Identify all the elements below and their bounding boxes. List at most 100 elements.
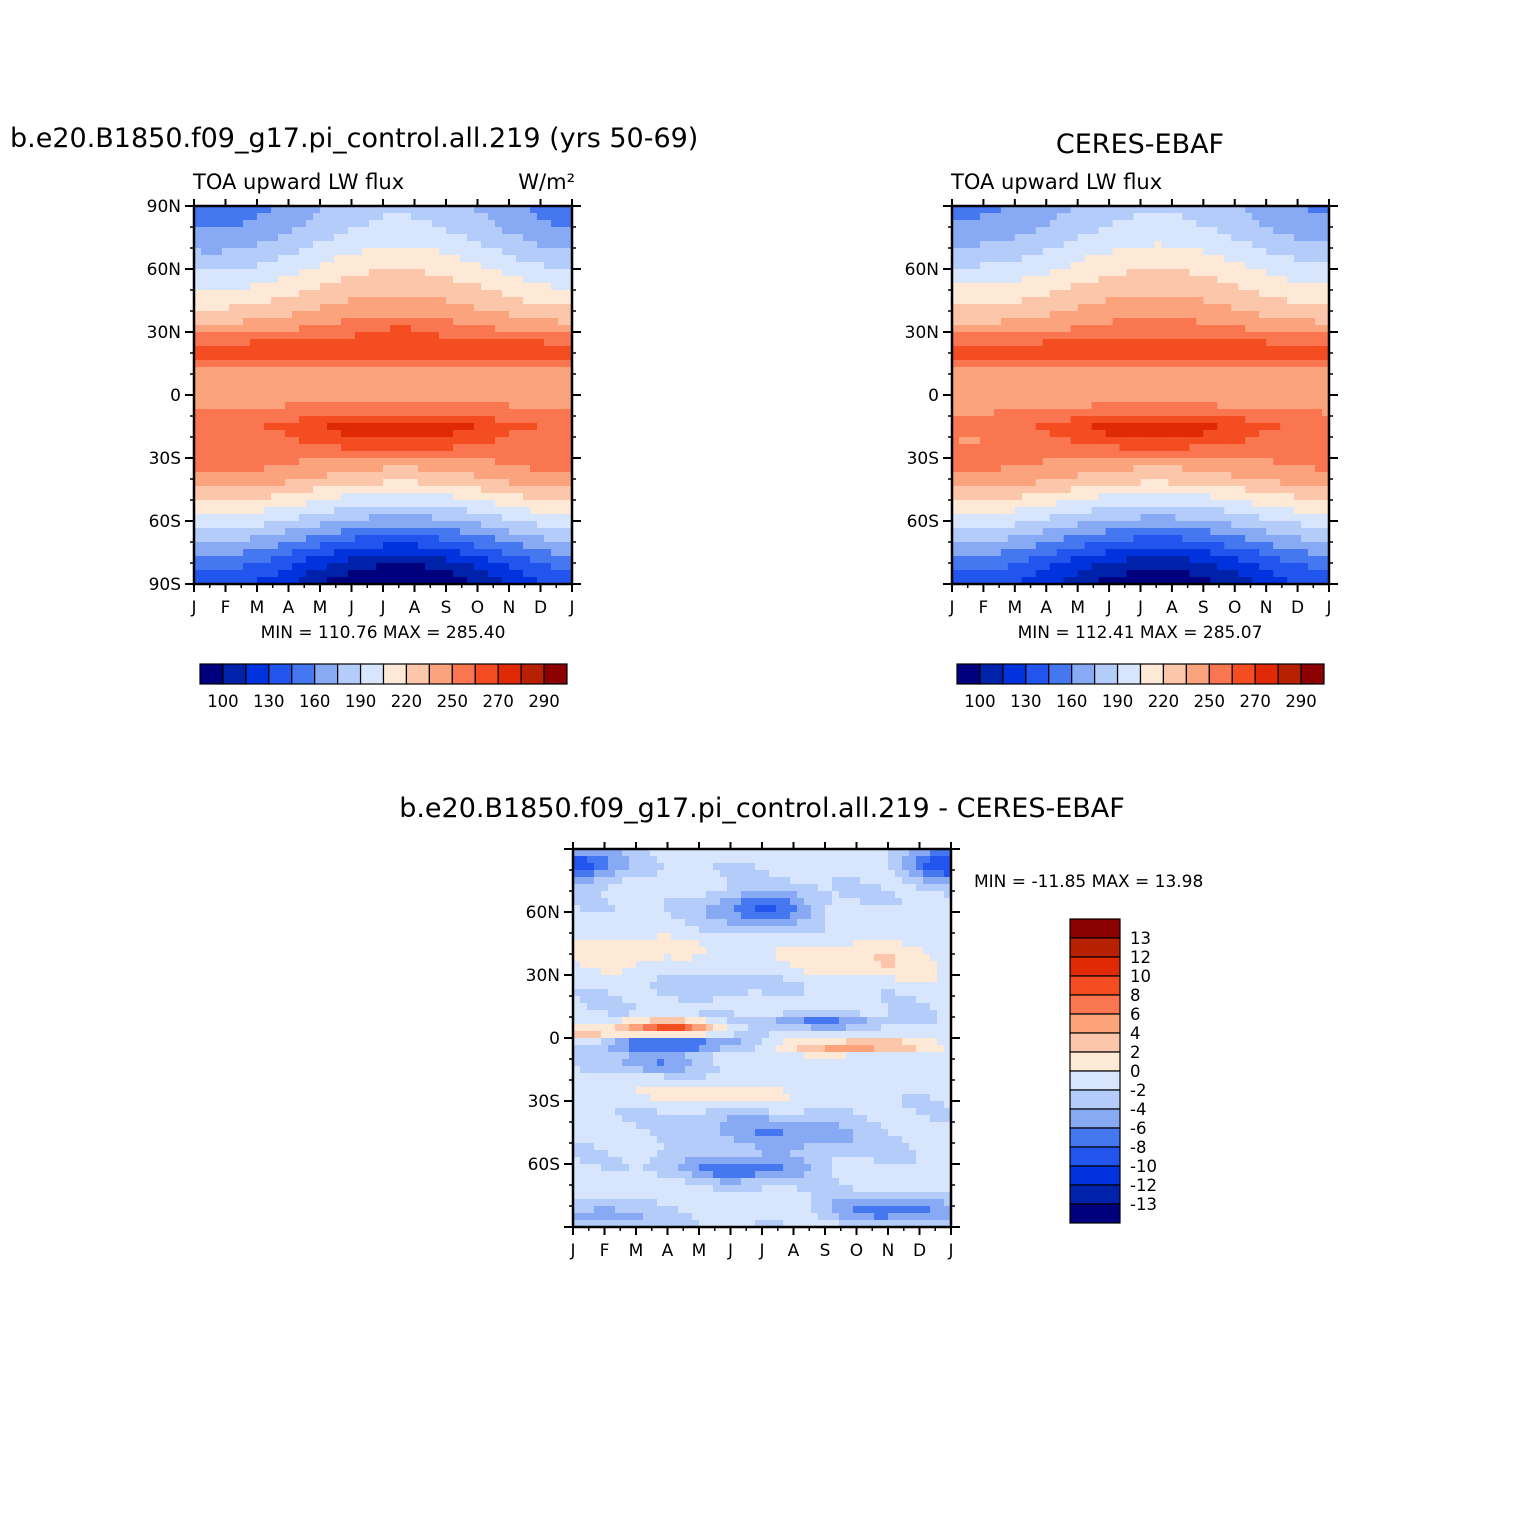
panel-obs-cell	[1112, 374, 1121, 382]
panel-obs-cell	[965, 409, 974, 417]
panel-obs-cell	[1154, 276, 1163, 284]
panel-model-cell	[467, 479, 475, 487]
panel-model-cell	[341, 297, 349, 305]
panel-model-cell	[257, 220, 265, 228]
panel-model-cell	[355, 570, 363, 578]
panel-obs-cell	[1210, 220, 1218, 228]
panel-model-cell	[383, 521, 391, 529]
panel-obs-cell	[1070, 234, 1079, 242]
panel-model-cell	[502, 276, 510, 284]
panel-obs-cell	[1175, 367, 1183, 375]
panel-model-cell	[292, 416, 300, 424]
panel-obs-cell	[1133, 339, 1142, 347]
panel-model-cell	[537, 346, 545, 354]
panel-model-cell	[285, 507, 293, 515]
panel-obs-cell	[1105, 437, 1114, 445]
panel-model-cell	[320, 353, 328, 361]
panel-obs-cell	[1119, 290, 1128, 298]
panel-model-cell	[229, 311, 237, 319]
panel-model-cell	[411, 276, 419, 284]
panel-obs-cell	[1154, 409, 1163, 417]
panel-model-cell	[467, 304, 475, 312]
panel-model-cell	[516, 437, 524, 445]
panel-model-cell	[306, 465, 314, 473]
panel-obs-cell	[1301, 451, 1309, 459]
panel-model-cell	[516, 353, 524, 361]
panel-model-cell	[320, 304, 328, 312]
panel-model-cell	[551, 528, 559, 536]
panel-model-cell	[299, 311, 307, 319]
panel-obs-cell	[1000, 451, 1009, 459]
panel-obs-cell	[1161, 437, 1170, 445]
panel-obs-cell	[1287, 290, 1295, 298]
panel-obs-cell	[1070, 346, 1079, 354]
panel-model-cell	[369, 269, 377, 277]
panel-model-cell	[271, 311, 279, 319]
panel-obs-cell	[958, 227, 967, 235]
panel-model-cell	[376, 416, 384, 424]
panel-model-cell	[271, 507, 279, 515]
panel-model-cell	[327, 346, 335, 354]
panel-model-cell	[432, 206, 440, 214]
panel-model-cell	[215, 367, 223, 375]
panel-obs-cell	[1238, 206, 1246, 214]
panel-model-colorbar-swatch	[268, 663, 293, 685]
panel-model-cell	[376, 577, 384, 585]
panel-obs-cell	[1273, 339, 1281, 347]
panel-obs-cell	[1056, 367, 1065, 375]
panel-model-cell	[236, 409, 244, 417]
panel-obs-cell	[1217, 409, 1225, 417]
panel-obs-cell	[965, 318, 974, 326]
panel-obs-cell	[986, 304, 995, 312]
panel-model-cell	[285, 381, 293, 389]
panel-model-cell	[565, 269, 573, 277]
panel-obs-cell	[993, 409, 1002, 417]
panel-model-cell	[229, 472, 237, 480]
panel-obs-cell	[986, 430, 995, 438]
panel-obs-cell	[972, 234, 981, 242]
panel-model-xtick-label: D	[534, 598, 547, 618]
panel-obs-cell	[1119, 269, 1128, 277]
panel-model-cell	[341, 507, 349, 515]
panel-model-cell	[488, 206, 496, 214]
panel-obs-cell	[1175, 311, 1183, 319]
panel-model-cell	[208, 276, 216, 284]
panel-model-cell	[432, 451, 440, 459]
panel-model-cell	[530, 409, 538, 417]
panel-obs-cell	[1280, 388, 1288, 396]
panel-model-cell	[243, 339, 251, 347]
panel-obs-cell	[1266, 213, 1274, 221]
panel-model-cell	[418, 416, 426, 424]
panel-model-cell	[537, 388, 545, 396]
panel-model-cell	[495, 430, 503, 438]
panel-obs-cell	[1203, 451, 1211, 459]
panel-obs-cell	[1308, 318, 1316, 326]
panel-model-cell	[201, 234, 209, 242]
panel-obs-cell	[1301, 381, 1309, 389]
panel-obs-cell	[1056, 269, 1065, 277]
panel-model-cell	[404, 318, 412, 326]
panel-obs-cell	[1259, 276, 1267, 284]
panel-model-cell	[509, 507, 517, 515]
panel-model-cell	[481, 528, 489, 536]
panel-obs-cell	[1168, 444, 1177, 452]
panel-model-cell	[376, 332, 384, 340]
panel-obs-cell	[1266, 409, 1274, 417]
panel-obs-cell	[1231, 381, 1239, 389]
panel-obs-cell	[1070, 255, 1079, 263]
panel-model-cell	[425, 409, 433, 417]
panel-obs-cell	[1175, 430, 1183, 438]
panel-obs-cell	[1133, 409, 1142, 417]
panel-obs-cell	[1245, 367, 1253, 375]
panel-model-cell	[292, 514, 300, 522]
panel-obs-cell	[965, 262, 974, 270]
panel-model-cell	[516, 479, 524, 487]
panel-model-cell	[222, 381, 230, 389]
panel-obs-cell	[1126, 304, 1135, 312]
panel-model-cell	[467, 451, 475, 459]
panel-obs-cell	[1105, 374, 1114, 382]
panel-model-cell	[285, 290, 293, 298]
panel-model-cell	[474, 535, 482, 543]
panel-model-cell	[390, 297, 398, 305]
panel-model-cell	[348, 234, 356, 242]
